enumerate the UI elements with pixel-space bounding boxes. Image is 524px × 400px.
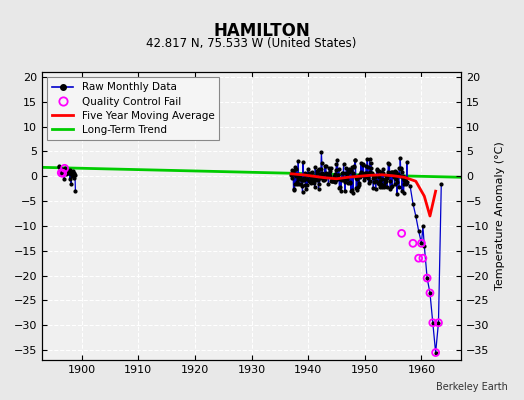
Point — [409, 240, 417, 246]
Text: Berkeley Earth: Berkeley Earth — [436, 382, 508, 392]
Point — [414, 255, 423, 262]
Point — [397, 230, 406, 236]
Point — [434, 320, 443, 326]
Point — [419, 255, 427, 262]
Point — [429, 320, 437, 326]
Point — [426, 290, 434, 296]
Point — [417, 240, 425, 246]
Point — [59, 170, 67, 176]
Legend: Raw Monthly Data, Quality Control Fail, Five Year Moving Average, Long-Term Tren: Raw Monthly Data, Quality Control Fail, … — [47, 77, 220, 140]
Point — [60, 165, 69, 172]
Point — [431, 349, 440, 356]
Point — [423, 275, 431, 281]
Text: HAMILTON: HAMILTON — [214, 22, 310, 40]
Y-axis label: Temperature Anomaly (°C): Temperature Anomaly (°C) — [495, 142, 505, 290]
Title: 42.817 N, 75.533 W (United States): 42.817 N, 75.533 W (United States) — [146, 37, 357, 50]
Point — [57, 170, 66, 176]
